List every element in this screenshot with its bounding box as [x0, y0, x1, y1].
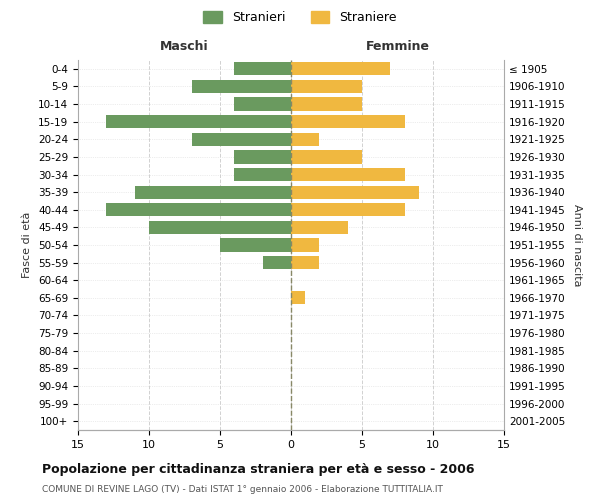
Legend: Stranieri, Straniere: Stranieri, Straniere: [198, 6, 402, 29]
Bar: [291, 115, 404, 128]
Bar: [234, 98, 291, 110]
Bar: [135, 186, 291, 198]
Bar: [234, 62, 291, 76]
Bar: [149, 221, 291, 234]
Bar: [234, 168, 291, 181]
Bar: [291, 168, 404, 181]
Bar: [291, 150, 362, 164]
Bar: [291, 80, 362, 93]
Bar: [291, 238, 319, 252]
Bar: [291, 186, 419, 198]
Bar: [220, 238, 291, 252]
Bar: [291, 132, 319, 146]
Text: Femmine: Femmine: [365, 40, 430, 53]
Bar: [191, 80, 291, 93]
Text: Popolazione per cittadinanza straniera per età e sesso - 2006: Popolazione per cittadinanza straniera p…: [42, 462, 475, 475]
Bar: [291, 291, 305, 304]
Bar: [234, 150, 291, 164]
Bar: [291, 62, 391, 76]
Bar: [106, 203, 291, 216]
Bar: [263, 256, 291, 269]
Y-axis label: Fasce di età: Fasce di età: [22, 212, 32, 278]
Bar: [291, 221, 348, 234]
Y-axis label: Anni di nascita: Anni di nascita: [572, 204, 582, 286]
Bar: [191, 132, 291, 146]
Bar: [291, 203, 404, 216]
Text: COMUNE DI REVINE LAGO (TV) - Dati ISTAT 1° gennaio 2006 - Elaborazione TUTTITALI: COMUNE DI REVINE LAGO (TV) - Dati ISTAT …: [42, 485, 443, 494]
Text: Maschi: Maschi: [160, 40, 209, 53]
Bar: [291, 98, 362, 110]
Bar: [291, 256, 319, 269]
Bar: [106, 115, 291, 128]
